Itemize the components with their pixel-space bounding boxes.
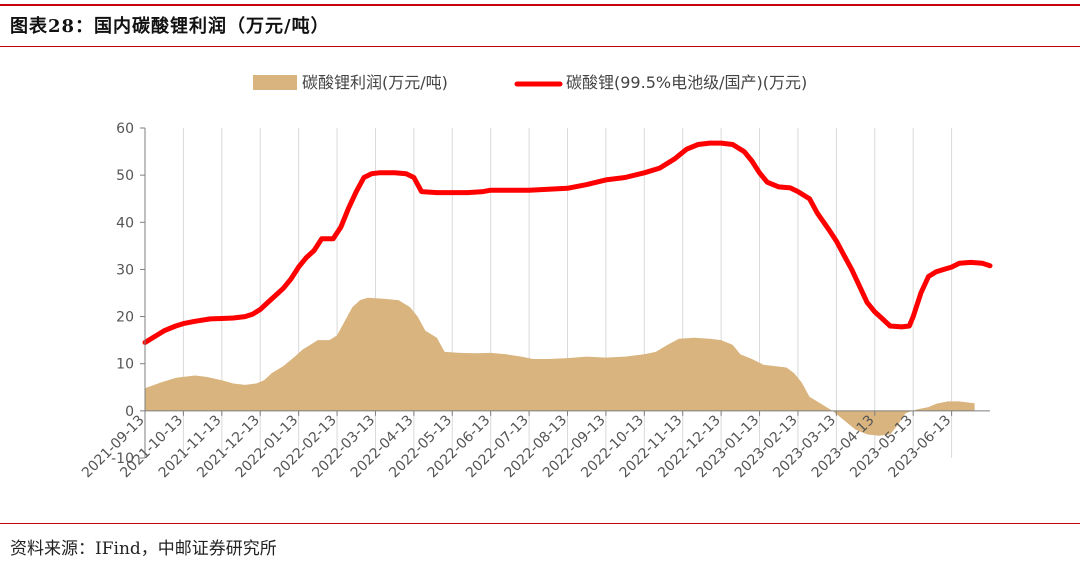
- axes: -1001020304050602021-09-132021-10-132021…: [79, 121, 990, 481]
- legend-label-price: 碳酸锂(99.5%电池级/国产)(万元): [566, 73, 807, 92]
- price-line-layer: [142, 140, 993, 345]
- y-tick-label: -10: [111, 451, 134, 467]
- series-line-price: [142, 140, 993, 345]
- chart-legend: 碳酸锂利润(万元/吨) 碳酸锂(99.5%电池级/国产)(万元): [253, 73, 807, 92]
- legend-swatch-profit: [253, 75, 297, 90]
- source-note: 资料来源：IFind，中邮证券研究所: [10, 539, 277, 559]
- y-tick-label: 50: [116, 168, 134, 184]
- y-tick-label: 60: [116, 121, 134, 137]
- top-accent-rule: [0, 4, 1080, 6]
- figure-title: 图表28：国内碳酸锂利润（万元/吨）: [10, 16, 330, 37]
- y-tick-label: 0: [125, 404, 134, 420]
- legend-label-profit: 碳酸锂利润(万元/吨): [302, 73, 448, 92]
- y-tick-label: 30: [116, 262, 134, 278]
- profit-area-layer: [145, 297, 975, 436]
- y-tick-label: 20: [116, 310, 134, 326]
- footer-divider: [0, 523, 1080, 524]
- y-tick-label: 40: [116, 215, 134, 231]
- y-tick-label: 10: [116, 357, 134, 373]
- title-divider: [0, 46, 1080, 47]
- series-area-profit: [145, 297, 975, 436]
